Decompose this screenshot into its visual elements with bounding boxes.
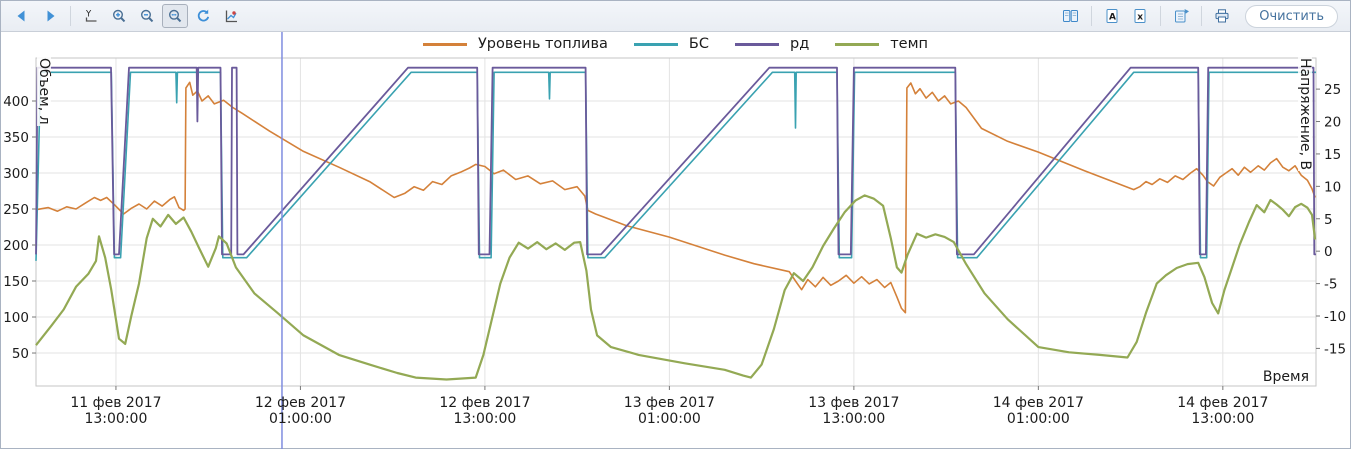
toolbar-separator: [1091, 6, 1093, 26]
svg-text:350: 350: [3, 130, 29, 146]
svg-text:12 фев 2017: 12 фев 2017: [439, 395, 530, 411]
legend-label: рд: [789, 36, 810, 52]
svg-text:13:00:00: 13:00:00: [453, 411, 516, 427]
copy-report-icon: [1174, 9, 1189, 23]
svg-text:50: 50: [12, 346, 29, 362]
svg-text:250: 250: [3, 202, 29, 218]
y-axis-right-title: Напряжение, В: [1297, 57, 1313, 172]
svg-text:150: 150: [3, 274, 29, 290]
svg-text:200: 200: [3, 238, 29, 254]
temp-series-swatch: [835, 42, 880, 46]
svg-text:14 фев 2017: 14 фев 2017: [1177, 395, 1268, 411]
svg-text:25: 25: [1324, 82, 1341, 98]
y-axis-left-title: Объем, л: [36, 57, 52, 126]
legend-item-temp[interactable]: темп: [835, 36, 928, 52]
report-book-button[interactable]: [1058, 4, 1084, 28]
chart-settings-button[interactable]: [218, 4, 244, 28]
svg-text:15: 15: [1324, 147, 1341, 163]
legend-item-rd[interactable]: рд: [734, 36, 810, 52]
legend-item-bs[interactable]: БС: [633, 36, 709, 52]
zoom-reset-icon: [168, 9, 182, 23]
svg-text:13:00:00: 13:00:00: [1191, 411, 1254, 427]
refresh-icon: [197, 9, 210, 22]
svg-text:Y: Y: [85, 10, 92, 20]
export-excel-button[interactable]: x: [1127, 4, 1153, 28]
rd-series-swatch: [734, 42, 779, 46]
svg-text:13 фев 2017: 13 фев 2017: [808, 395, 899, 411]
svg-text:A: A: [1109, 13, 1116, 23]
export-pdf-icon: A: [1106, 9, 1118, 23]
arrow-left-icon: [17, 10, 25, 22]
svg-text:14 фев 2017: 14 фев 2017: [993, 395, 1084, 411]
zoom-out-icon: [140, 9, 154, 23]
fuel-series-swatch: [422, 42, 467, 46]
svg-text:100: 100: [3, 310, 29, 326]
export-excel-icon: x: [1134, 9, 1146, 23]
y-axis-scale-button[interactable]: Y: [78, 4, 104, 28]
svg-text:5: 5: [1324, 212, 1333, 228]
next-page-button[interactable]: [37, 4, 63, 28]
chart-settings-icon: [225, 10, 237, 23]
toolbar-right-group: A x Очистить: [1058, 4, 1342, 28]
toolbar-separator: [70, 6, 71, 26]
legend-label: БС: [688, 36, 709, 52]
svg-text:01:00:00: 01:00:00: [1007, 411, 1070, 427]
toolbar-separator: [1160, 6, 1162, 26]
print-button[interactable]: [1209, 4, 1235, 28]
clear-button[interactable]: Очистить: [1245, 4, 1338, 28]
svg-text:13:00:00: 13:00:00: [84, 411, 147, 427]
svg-text:12 фев 2017: 12 фев 2017: [255, 395, 346, 411]
svg-text:10: 10: [1324, 179, 1341, 195]
svg-text:01:00:00: 01:00:00: [269, 411, 332, 427]
svg-text:13:00:00: 13:00:00: [822, 411, 885, 427]
zoom-out-button[interactable]: [134, 4, 160, 28]
svg-text:x: x: [1137, 13, 1143, 23]
arrow-right-icon: [47, 10, 55, 22]
x-axis-title: Время: [1262, 369, 1309, 385]
svg-text:01:00:00: 01:00:00: [638, 411, 701, 427]
svg-text:-5: -5: [1324, 277, 1337, 293]
report-book-icon: [1063, 10, 1079, 22]
svg-text:300: 300: [3, 166, 29, 182]
svg-text:-10: -10: [1324, 309, 1346, 325]
toolbar: Y: [1, 1, 1350, 32]
svg-text:13 фев 2017: 13 фев 2017: [624, 395, 715, 411]
print-icon: [1215, 9, 1229, 23]
prev-page-button[interactable]: [9, 4, 35, 28]
legend-label: темп: [890, 36, 929, 52]
svg-text:20: 20: [1324, 115, 1341, 131]
svg-text:-15: -15: [1324, 341, 1346, 357]
refresh-button[interactable]: [190, 4, 216, 28]
bs-series-swatch: [633, 42, 678, 46]
zoom-in-button[interactable]: [106, 4, 132, 28]
zoom-in-icon: [112, 9, 126, 23]
svg-text:0: 0: [1324, 244, 1333, 260]
legend-item-fuel[interactable]: Уровень топлива: [422, 36, 608, 52]
svg-text:400: 400: [3, 94, 29, 110]
toolbar-separator: [1201, 6, 1203, 26]
export-pdf-button[interactable]: A: [1099, 4, 1125, 28]
y-axis-scale-icon: Y: [85, 10, 97, 22]
legend-label: Уровень топлива: [477, 36, 608, 52]
svg-text:11 фев 2017: 11 фев 2017: [70, 395, 161, 411]
zoom-reset-button[interactable]: [162, 4, 188, 28]
copy-report-button[interactable]: [1168, 4, 1194, 28]
chart-legend: Уровень топлива БС рд темп: [1, 33, 1350, 55]
